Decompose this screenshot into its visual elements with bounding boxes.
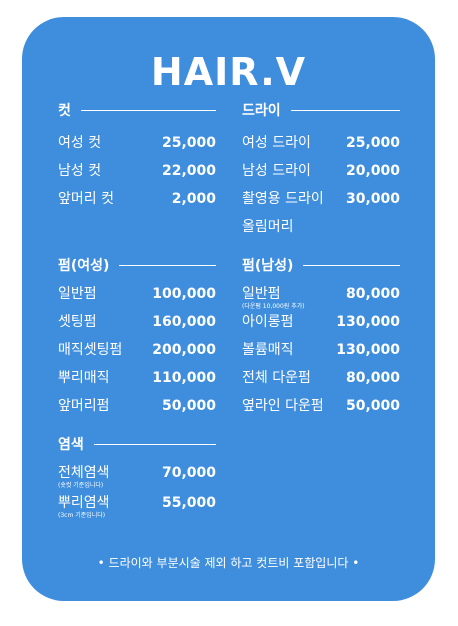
item-name: 뿌리염색	[58, 495, 110, 511]
list-item: 전체염색 (숏컷 기준입니다) 70,000	[58, 464, 216, 490]
salon-title: HAIR.V	[150, 50, 307, 94]
item-name-group: 전체염색 (숏컷 기준입니다)	[58, 464, 110, 490]
divider	[93, 443, 216, 445]
divider	[303, 264, 400, 266]
divider	[80, 109, 216, 111]
item-name: 볼륨매직	[242, 342, 294, 358]
item-price: 130,000	[336, 342, 400, 358]
item-price: 100,000	[152, 286, 216, 302]
list-item: 여성 컷 25,000	[58, 134, 216, 152]
item-name: 일반펌	[242, 286, 281, 302]
item-name: 전체 다운펌	[242, 370, 311, 386]
section-perm-men-title: 펌(남성)	[242, 258, 294, 274]
section-heading: 컷	[58, 100, 216, 120]
list-item: 뿌리염색 (3cm 기준입니다) 55,000	[58, 494, 216, 520]
list-item: 뿌리매직 110,000	[58, 369, 216, 387]
list-item: 촬영용 드라이 30,000	[242, 190, 400, 208]
section-color-title: 염색	[58, 437, 84, 453]
section-perm-women-title: 펌(여성)	[58, 258, 110, 274]
item-price: 22,000	[161, 163, 216, 179]
item-name: 앞머리펌	[58, 398, 110, 414]
divider	[290, 109, 400, 111]
item-name: 뿌리매직	[58, 370, 110, 386]
item-name-group: 뿌리염색 (3cm 기준입니다)	[58, 494, 110, 520]
item-name: 남성 컷	[58, 163, 102, 179]
list-item: 옆라인 다운펌 50,000	[242, 397, 400, 415]
section-dry: 드라이 여성 드라이 25,000 남성 드라이 20,000 촬영용 드라이 …	[242, 100, 400, 250]
item-name: 앞머리 컷	[58, 191, 114, 207]
item-price: 30,000	[345, 191, 400, 207]
item-name: 남성 드라이	[242, 163, 311, 179]
item-note: (다운펌 10,000원 추가)	[242, 303, 305, 310]
list-item: 셋팅펌 160,000	[58, 313, 216, 331]
item-name: 올림머리	[242, 219, 294, 235]
item-price: 25,000	[161, 135, 216, 151]
list-item: 아이롱펌 130,000	[242, 313, 400, 331]
item-note: (숏컷 기준입니다)	[58, 482, 104, 489]
section-cut-title: 컷	[58, 103, 71, 119]
section-perm-women: 펌(여성) 일반펌 100,000 셋팅펌 160,000 매직셋팅펌 200,…	[58, 255, 216, 425]
item-price: 20,000	[345, 163, 400, 179]
item-price: 50,000	[345, 398, 400, 414]
list-item: 올림머리	[242, 218, 400, 236]
item-price: 110,000	[152, 370, 216, 386]
item-price: 25,000	[345, 135, 400, 151]
section-heading: 펌(여성)	[58, 255, 216, 275]
item-name: 일반펌	[58, 286, 97, 302]
item-price: 80,000	[345, 286, 400, 302]
list-item: 볼륨매직 130,000	[242, 341, 400, 359]
item-name: 옆라인 다운펌	[242, 398, 324, 414]
section-heading: 펌(남성)	[242, 255, 400, 275]
section-cut: 컷 여성 컷 25,000 남성 컷 22,000 앞머리 컷 2,000	[58, 100, 216, 220]
price-menu-card: HAIR.V 컷 여성 컷 25,000 남성 컷 22,000 앞머리 컷 2…	[22, 17, 435, 601]
item-price: 55,000	[161, 495, 216, 511]
list-item: 여성 드라이 25,000	[242, 134, 400, 152]
divider	[119, 264, 216, 266]
list-item: 매직셋팅펌 200,000	[58, 341, 216, 359]
section-heading: 드라이	[242, 100, 400, 120]
item-price: 80,000	[345, 370, 400, 386]
section-heading: 염색	[58, 434, 216, 454]
item-price: 130,000	[336, 314, 400, 330]
list-item: 전체 다운펌 80,000	[242, 369, 400, 387]
item-price: 160,000	[152, 314, 216, 330]
item-price: 2,000	[171, 191, 216, 207]
list-item: 앞머리펌 50,000	[58, 397, 216, 415]
item-name: 촬영용 드라이	[242, 191, 324, 207]
item-price: 70,000	[161, 465, 216, 481]
item-name: 여성 드라이	[242, 135, 311, 151]
section-perm-men: 펌(남성) 일반펌 (다운펌 10,000원 추가) 80,000 아이롱펌 1…	[242, 255, 400, 425]
item-name: 매직셋팅펌	[58, 342, 123, 358]
item-note: (3cm 기준입니다)	[58, 512, 106, 519]
item-name: 셋팅펌	[58, 314, 97, 330]
item-price: 50,000	[161, 398, 216, 414]
item-name: 여성 컷	[58, 135, 102, 151]
section-color: 염색 전체염색 (숏컷 기준입니다) 70,000 뿌리염색 (3cm 기준입니…	[58, 434, 216, 534]
item-name: 아이롱펌	[242, 314, 294, 330]
footer-note: • 드라이와 부분시술 제외 하고 컷트비 포함입니다 •	[97, 556, 360, 570]
item-name: 전체염색	[58, 465, 110, 481]
list-item: 일반펌 (다운펌 10,000원 추가) 80,000	[242, 285, 400, 311]
list-item: 남성 컷 22,000	[58, 162, 216, 180]
item-name-group: 일반펌 (다운펌 10,000원 추가)	[242, 285, 305, 311]
list-item: 남성 드라이 20,000	[242, 162, 400, 180]
item-price: 200,000	[152, 342, 216, 358]
section-dry-title: 드라이	[242, 103, 281, 119]
list-item: 앞머리 컷 2,000	[58, 190, 216, 208]
list-item: 일반펌 100,000	[58, 285, 216, 303]
